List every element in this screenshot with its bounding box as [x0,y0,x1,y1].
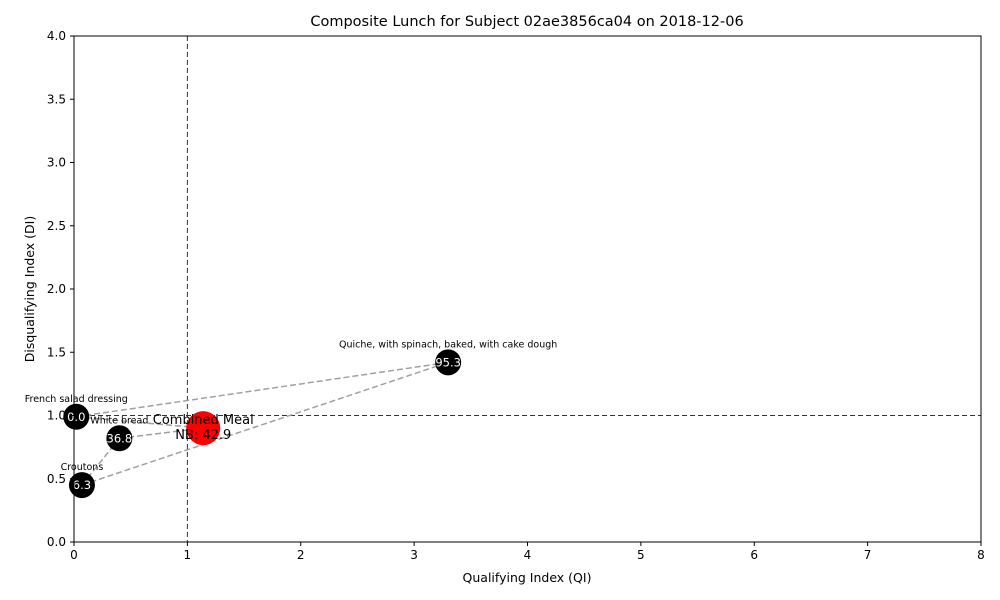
x-tick-label: 6 [750,548,758,562]
y-axis-label: Disqualifying Index (DI) [22,216,37,362]
combined-meal-score: NB: 42.9 [175,428,231,443]
data-point-value: 95.3 [435,355,461,369]
x-tick-label: 8 [977,548,985,562]
y-tick-label: 3.5 [47,92,66,106]
x-tick-label: 7 [864,548,872,562]
data-point [68,472,95,499]
axis-ticks: 0 1 2 3 4 5 6 7 8 0.0 0.5 1.0 1.5 2.0 2.5 3.0 3.5 4.0 [47,29,985,562]
y-tick-label: 1.5 [47,345,66,359]
combined-meal-name: Combined Meal [153,413,254,428]
data-point-name: White bread [90,415,148,426]
plot-area-frame [73,35,982,543]
x-tick-label: 3 [410,548,418,562]
data-point-name: French salad dressing [25,394,128,405]
y-tick-label: 0.5 [47,472,66,486]
connector-line [76,361,449,418]
connector-line [81,361,449,486]
x-tick-label: 4 [524,548,532,562]
y-tick-label: 0.0 [47,535,66,549]
connector-line [76,416,204,429]
data-point [63,403,90,430]
y-tick-label: 1.0 [47,409,66,423]
y-tick-label: 2.5 [47,219,66,233]
data-points: 0.0 French salad dressing 36.8 White bread 6… [25,339,557,499]
chart-title: Composite Lunch for Subject 02ae3856ca04… [310,14,743,30]
x-tick-label: 2 [297,548,305,562]
y-tick-label: 4.0 [47,29,66,43]
data-point-name: Croutons [61,462,104,473]
x-axis-label: Qualifying Index (QI) [463,570,592,585]
y-tick-label: 2.0 [47,282,66,296]
y-tick-label: 3.0 [47,156,66,170]
x-tick-label: 5 [637,548,645,562]
combined-meal-point [186,411,221,446]
data-point-value: 36.8 [107,431,133,445]
data-point [435,349,462,376]
data-point-name: Quiche, with spinach, baked, with cake d… [339,339,557,350]
connector-line [119,427,204,440]
data-point-value: 6.3 [73,478,91,492]
x-tick-label: 0 [70,548,78,562]
reference-lines [74,36,981,542]
x-tick-label: 1 [184,548,192,562]
data-point [106,425,133,452]
data-point-value: 0.0 [67,410,85,424]
